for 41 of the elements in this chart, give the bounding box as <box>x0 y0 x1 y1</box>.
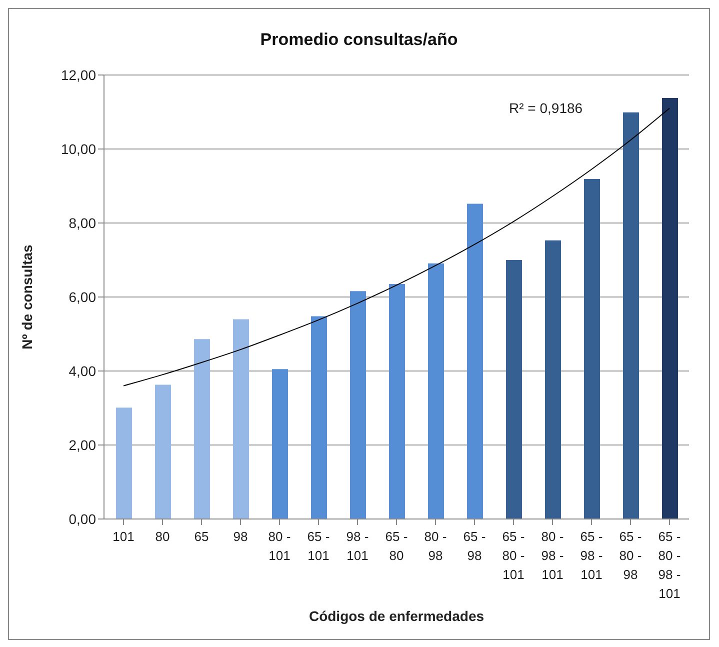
x-axis-title: Códigos de enfermedades <box>308 608 484 624</box>
bar <box>272 369 288 519</box>
bar <box>467 204 483 519</box>
bar <box>623 112 639 519</box>
annotation: R² = 0,9186 <box>509 100 583 116</box>
y-tick-label: 10,00 <box>60 140 96 157</box>
bar <box>389 284 405 519</box>
x-tick-label: 65 - 101 <box>307 529 330 563</box>
bar <box>233 319 249 519</box>
y-axis-title: Nº de consultas <box>18 244 35 350</box>
bar <box>311 316 327 519</box>
bar <box>584 178 600 519</box>
bar <box>545 240 561 519</box>
bar <box>428 263 444 519</box>
x-tick-label: 65 - 80 - 98 <box>619 529 642 582</box>
x-tick-label: 65 - 98 <box>463 529 486 563</box>
y-tick-label: 4,00 <box>68 362 96 379</box>
x-tick-label: 80 - 101 <box>268 529 291 563</box>
bar <box>194 339 210 519</box>
x-tick-label: 98 - 101 <box>346 529 369 563</box>
x-tick-label: 98 <box>233 529 248 544</box>
bar <box>155 384 171 519</box>
chart-title: Promedio consultas/año <box>260 30 458 49</box>
y-tick-label: 12,00 <box>60 66 96 83</box>
y-tick-label: 8,00 <box>68 214 96 231</box>
x-tick-label: 65 - 98 - 101 <box>580 529 603 582</box>
x-tick-label: 101 <box>112 529 134 544</box>
bar <box>350 291 366 519</box>
x-tick-label: 80 <box>155 529 170 544</box>
x-tick-label: 65 - 80 - 98 - 101 <box>658 529 681 601</box>
x-tick-label: 65 - 80 <box>385 529 408 563</box>
y-tick-label: 2,00 <box>68 436 96 453</box>
y-tick-label: 0,00 <box>68 510 96 527</box>
x-tick-label: 65 <box>194 529 209 544</box>
x-tick-label: 65 - 80 - 101 <box>502 529 525 582</box>
bar <box>506 260 522 519</box>
bar <box>116 408 132 519</box>
bar <box>662 98 678 519</box>
x-tick-label: 80 - 98 <box>424 529 447 563</box>
y-tick-label: 6,00 <box>68 288 96 305</box>
x-tick-label: 80 - 98 - 101 <box>541 529 564 582</box>
